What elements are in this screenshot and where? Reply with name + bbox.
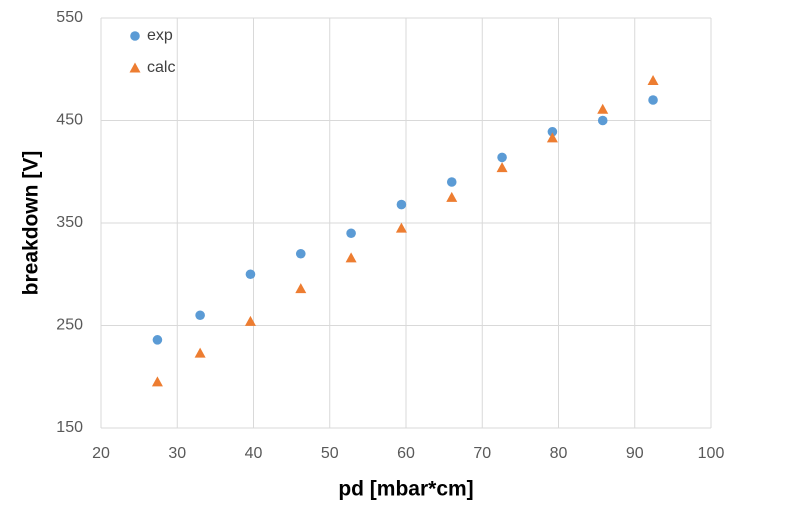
- point: [497, 152, 507, 163]
- point: [295, 283, 307, 294]
- x-axis-title: pd [mbar*cm]: [338, 478, 473, 501]
- point: [396, 199, 407, 210]
- point: [446, 177, 457, 187]
- point: [597, 115, 608, 126]
- x-tick-label: 90: [626, 445, 644, 462]
- point: [546, 132, 558, 143]
- point: [295, 248, 306, 259]
- point: [395, 222, 407, 233]
- point: [245, 269, 256, 280]
- y-tick-label: 450: [56, 112, 83, 129]
- point: [446, 191, 458, 202]
- legend-marker: [129, 62, 141, 73]
- x-tick-label: 100: [698, 445, 725, 462]
- legend-marker: [130, 31, 140, 41]
- y-tick-label: 150: [56, 419, 83, 436]
- x-tick-label: 20: [92, 445, 110, 462]
- legend-label: calc: [147, 59, 175, 76]
- point: [547, 126, 558, 137]
- point: [648, 95, 658, 105]
- point: [152, 335, 163, 345]
- point: [151, 376, 163, 387]
- point: [346, 228, 356, 239]
- point: [244, 315, 256, 326]
- y-tick-label: 350: [56, 214, 83, 231]
- legend-label: exp: [147, 27, 173, 44]
- point: [194, 347, 206, 358]
- x-tick-label: 70: [473, 445, 491, 462]
- y-axis-title: breakdown [V]: [20, 151, 43, 296]
- point: [345, 252, 357, 263]
- x-tick-label: 40: [245, 445, 263, 462]
- x-tick-label: 30: [168, 445, 186, 462]
- point: [597, 103, 609, 114]
- y-tick-label: 550: [56, 9, 83, 26]
- x-tick-label: 50: [321, 445, 339, 462]
- x-tick-label: 60: [397, 445, 415, 462]
- point: [195, 310, 205, 321]
- x-tick-label: 80: [550, 445, 568, 462]
- y-tick-label: 250: [56, 317, 83, 334]
- point: [647, 75, 659, 86]
- point: [496, 162, 508, 173]
